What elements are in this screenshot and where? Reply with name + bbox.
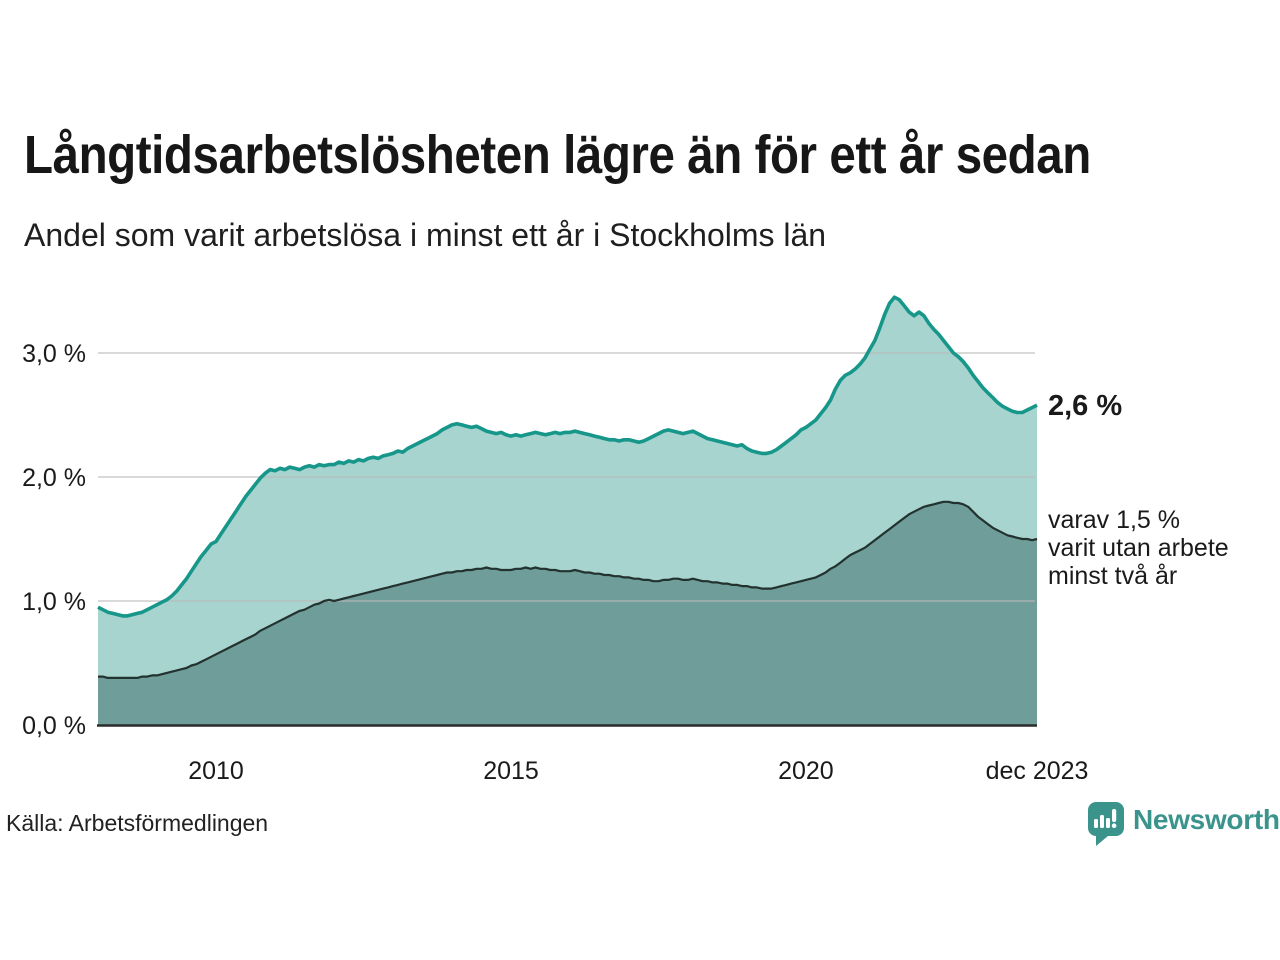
exclamation-dot [1111,823,1117,828]
line-two-plus-years [98,500,1038,679]
source-caption: Källa: Arbetsförmedlingen [6,810,269,836]
area-two-plus-years [98,501,1037,725]
x-tick-label: 2015 [483,757,539,785]
annotation-line: varit utan arbete [1048,534,1229,562]
bar-small [1094,819,1098,828]
page-title: Långtidsarbetslösheten lägre än för ett … [24,125,1091,185]
annotation-line: minst två år [1048,562,1178,590]
x-tick-label: 2010 [188,757,244,785]
y-tick-label: 2,0 % [22,464,86,492]
y-tick-label: 0,0 % [22,712,86,740]
secondary-series-annotation: varav 1,5 % varit utan arbete minst två … [1048,506,1229,590]
latest-value-annotation: 2,6 % [1048,390,1123,422]
line-total-one-year [97,295,1038,618]
x-tick-label: 2020 [778,757,834,785]
annotation-line: varav 1,5 % [1048,506,1181,534]
newsworthy-speech-bubble-bar-chart-icon [1088,802,1124,846]
x-tick-label: dec 2023 [986,757,1089,785]
bar-tall [1100,815,1104,828]
y-tick-label: 3,0 % [22,340,86,368]
newsworthy-wordmark: Newsworthy [1133,804,1280,835]
bar-medium [1106,818,1110,828]
y-tick-label: 1,0 % [22,588,86,616]
exclamation-bar [1112,809,1117,822]
newsworthy-logo: Newsworthy [1086,800,1280,848]
chart-subtitle: Andel som varit arbetslösa i minst ett å… [24,217,827,253]
